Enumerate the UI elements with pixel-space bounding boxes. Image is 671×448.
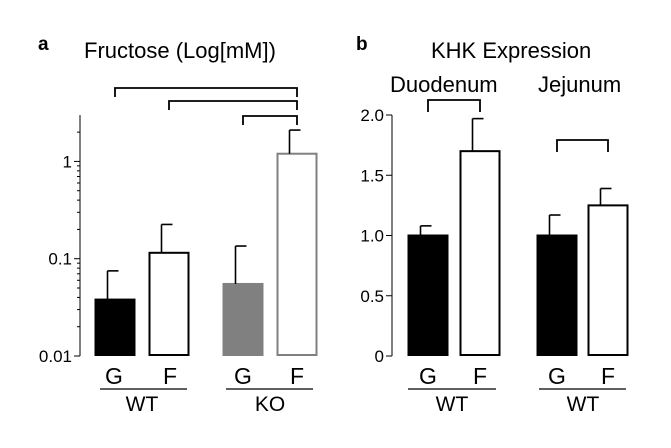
panel-a-group-label: WT [126, 393, 159, 416]
panel-b-ytick-label: 1.5 [360, 166, 384, 185]
panel-b-ytick-label: 0.5 [360, 287, 384, 306]
panel-b-ytick-label: 2.0 [360, 106, 384, 125]
panel-b-cat-label: G [419, 363, 437, 389]
panel-a-letter: a [38, 34, 49, 55]
panel-a-cat-label: F [163, 363, 177, 389]
panel-a-cat-label: G [234, 363, 252, 389]
panel-b-bar [407, 234, 449, 356]
panel-b-title: KHK Expression [431, 38, 591, 63]
panel-a-cat-label: G [105, 363, 123, 389]
panel-b-bracket [556, 139, 609, 152]
panel-b-cat-label: G [548, 363, 566, 389]
panel-a-group-label: KO [255, 393, 285, 416]
panel-b-subtitle: Duodenum [390, 72, 498, 97]
panel-b-letter: b [356, 34, 368, 55]
panel-b-bar [536, 234, 578, 356]
panel-a-cat-label: F [290, 363, 304, 389]
panel-b-bar [459, 150, 501, 356]
panel-a-ytick-label: 1 [63, 152, 72, 171]
panel-a-bar [148, 251, 190, 356]
panel-b-group-label: WT [567, 393, 600, 416]
panel-a-title: Fructose (Log[mM]) [84, 38, 276, 63]
panel-a-bracket [168, 100, 298, 110]
panel-a-bracket [114, 87, 298, 97]
panel-b: b KHK Expression Duodenum Jejunum 0 0.5 1.… [356, 34, 629, 416]
panel-a-bar [94, 298, 136, 356]
panel-a-ytick-label: 0.01 [39, 347, 72, 366]
panel-b-cat-label: F [601, 363, 615, 389]
panel-b-ytick-label: 1.0 [360, 227, 384, 246]
panel-a-bracket [242, 115, 298, 125]
panel-b-bracket [427, 99, 481, 112]
panel-b-ytick-label: 0 [375, 347, 384, 366]
panel-a-bar [276, 152, 318, 356]
panel-b-bar [587, 204, 629, 356]
panel-a-bar [222, 282, 264, 356]
panel-b-cat-label: F [473, 363, 487, 389]
panel-a: a Fructose (Log[mM]) 0.01 0.1 1 G F G F WT… [38, 34, 318, 416]
panel-b-subtitle: Jejunum [538, 72, 621, 97]
panel-a-ytick-label: 0.1 [48, 250, 72, 269]
panel-b-group-label: WT [436, 393, 469, 416]
